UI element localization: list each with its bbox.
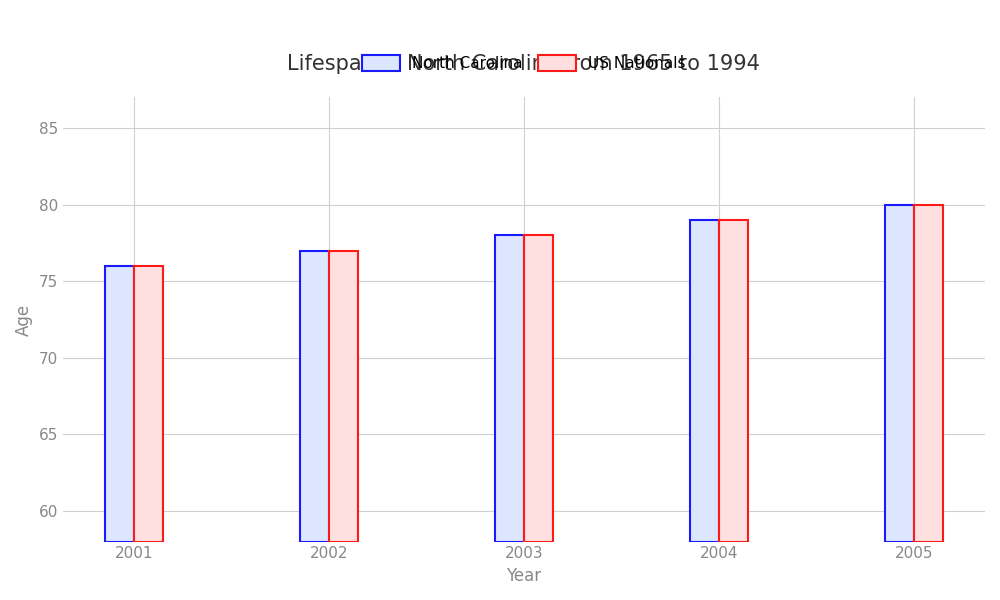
Bar	[134, 266, 163, 542]
Bar	[719, 220, 748, 542]
Y-axis label: Age: Age	[15, 304, 33, 335]
X-axis label: Year: Year	[506, 567, 541, 585]
Bar	[885, 205, 914, 542]
Bar	[524, 235, 553, 542]
Bar	[690, 220, 719, 542]
Bar	[329, 251, 358, 542]
Bar	[914, 205, 943, 542]
Bar	[105, 266, 134, 542]
Title: Lifespan in North Carolina from 1965 to 1994: Lifespan in North Carolina from 1965 to …	[287, 53, 760, 74]
Bar	[495, 235, 524, 542]
Legend: North Carolina, US Nationals: North Carolina, US Nationals	[354, 47, 694, 79]
Bar	[300, 251, 329, 542]
